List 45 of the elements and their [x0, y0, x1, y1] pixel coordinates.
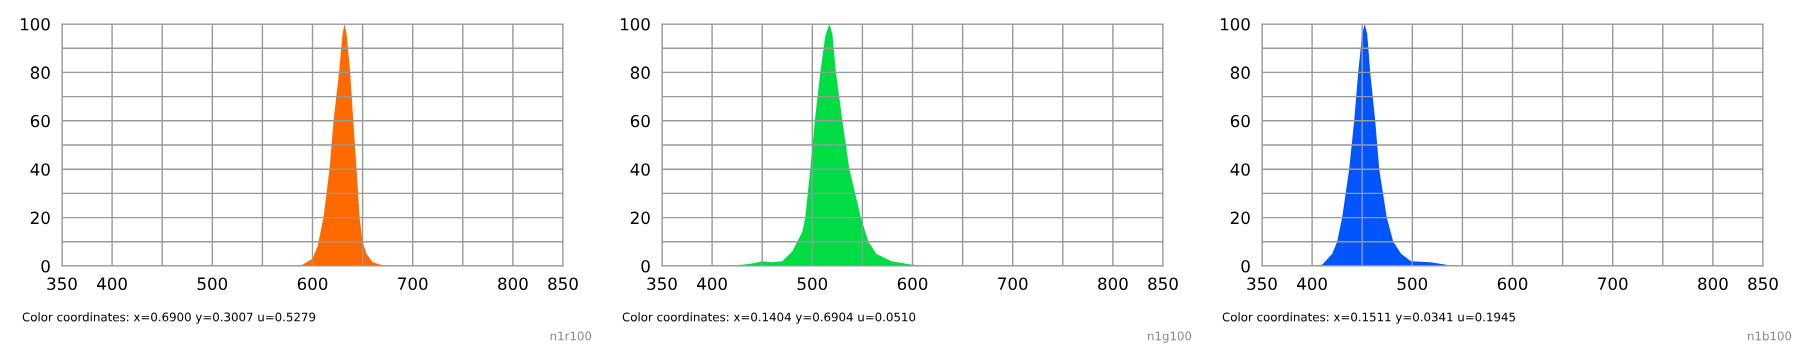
y-tick-label: 100 — [20, 17, 50, 31]
x-tick-label: 400 — [697, 277, 727, 291]
x-tick-label: 600 — [297, 277, 328, 291]
y-tick-label: 0 — [41, 259, 50, 273]
x-tick-label: 800 — [498, 277, 528, 291]
x-tick-label: 350 — [1247, 277, 1277, 291]
x-tick-label: 700 — [398, 277, 428, 291]
x-tick-label: 400 — [1297, 277, 1327, 291]
y-tick-label: 20 — [1230, 211, 1250, 225]
text: n1g100 — [1148, 331, 1192, 343]
y-tick-label: 60 — [1230, 114, 1250, 128]
y-tick-label: 40 — [30, 163, 50, 176]
x-tick-label: 500 — [1397, 277, 1428, 291]
y-tick-label: 0 — [641, 259, 650, 273]
text: Color coordinates: x=0.1404 y=0.6904 u=0.0510 — [622, 312, 916, 324]
y-tick-label: 20 — [630, 211, 650, 225]
y-tick-label: 20 — [30, 211, 50, 225]
text: Color coordinates: x=0.6900 y=0.3007 u=0.5279 — [22, 312, 316, 324]
y-tick-label: 40 — [630, 163, 650, 176]
x-tick-label: 700 — [1598, 277, 1628, 291]
x-tick-label: 850 — [1748, 277, 1778, 291]
x-tick-label: 400 — [97, 277, 127, 291]
text: n1r100 — [550, 331, 592, 341]
y-tick-label: 40 — [1230, 163, 1250, 176]
x-tick-label: 800 — [1098, 277, 1128, 291]
text: Color coordinates: x=0.1511 y=0.0341 u=0.1945 — [1222, 312, 1515, 324]
x-tick-label: 500 — [197, 277, 228, 291]
x-tick-label: 850 — [1148, 277, 1178, 291]
x-tick-label: 350 — [47, 277, 77, 291]
x-tick-label: 500 — [797, 277, 828, 291]
text: n1b100 — [1748, 331, 1792, 341]
y-tick-label: 80 — [630, 66, 650, 79]
y-tick-label: 80 — [1230, 66, 1250, 79]
y-tick-label: 100 — [620, 17, 650, 31]
x-tick-label: 700 — [998, 277, 1028, 291]
y-tick-label: 60 — [30, 114, 50, 128]
x-tick-label: 800 — [1698, 277, 1728, 291]
y-tick-label: 80 — [30, 66, 50, 79]
y-tick-label: 0 — [1241, 259, 1250, 273]
x-tick-label: 600 — [897, 277, 928, 291]
x-tick-label: 350 — [647, 277, 677, 291]
y-tick-label: 100 — [1220, 17, 1250, 31]
y-tick-label: 60 — [630, 114, 650, 128]
x-tick-label: 850 — [548, 277, 578, 291]
x-tick-label: 600 — [1497, 277, 1528, 291]
